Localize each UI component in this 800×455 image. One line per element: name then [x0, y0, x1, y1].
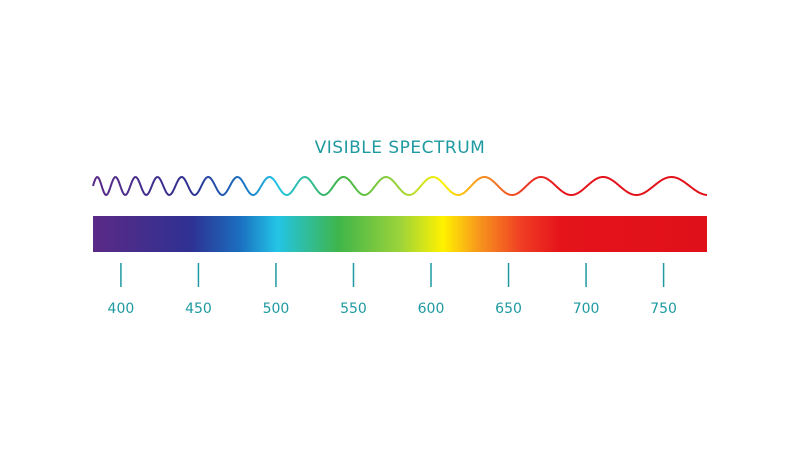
tick-label: 650	[495, 301, 522, 317]
spectrum-bar	[93, 216, 707, 252]
tick-label: 600	[418, 301, 445, 317]
tick-label: 700	[573, 301, 600, 317]
tick-label: 450	[185, 301, 212, 317]
title: VISIBLE SPECTRUM	[315, 138, 486, 158]
tick-label: 750	[650, 301, 677, 317]
tick-label: 400	[108, 301, 135, 317]
tick-label: 550	[340, 301, 367, 317]
wave	[92, 175, 708, 197]
tick-label: 500	[263, 301, 290, 317]
